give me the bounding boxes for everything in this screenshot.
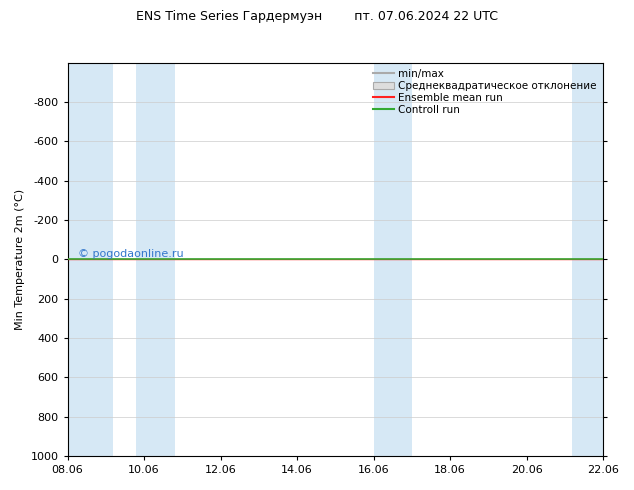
Bar [136, 63, 175, 456]
Bar [373, 63, 412, 456]
Bar [68, 63, 113, 456]
Legend: min/max, Среднеквадратическое отклонение, Ensemble mean run, Controll run: min/max, Среднеквадратическое отклонение… [372, 68, 598, 116]
Text: © pogodaonline.ru: © pogodaonline.ru [78, 249, 184, 259]
Text: ENS Time Series Гардермуэн        пт. 07.06.2024 22 UTC: ENS Time Series Гардермуэн пт. 07.06.202… [136, 10, 498, 23]
Bar [573, 63, 603, 456]
Y-axis label: Min Temperature 2m (°C): Min Temperature 2m (°C) [15, 189, 25, 330]
